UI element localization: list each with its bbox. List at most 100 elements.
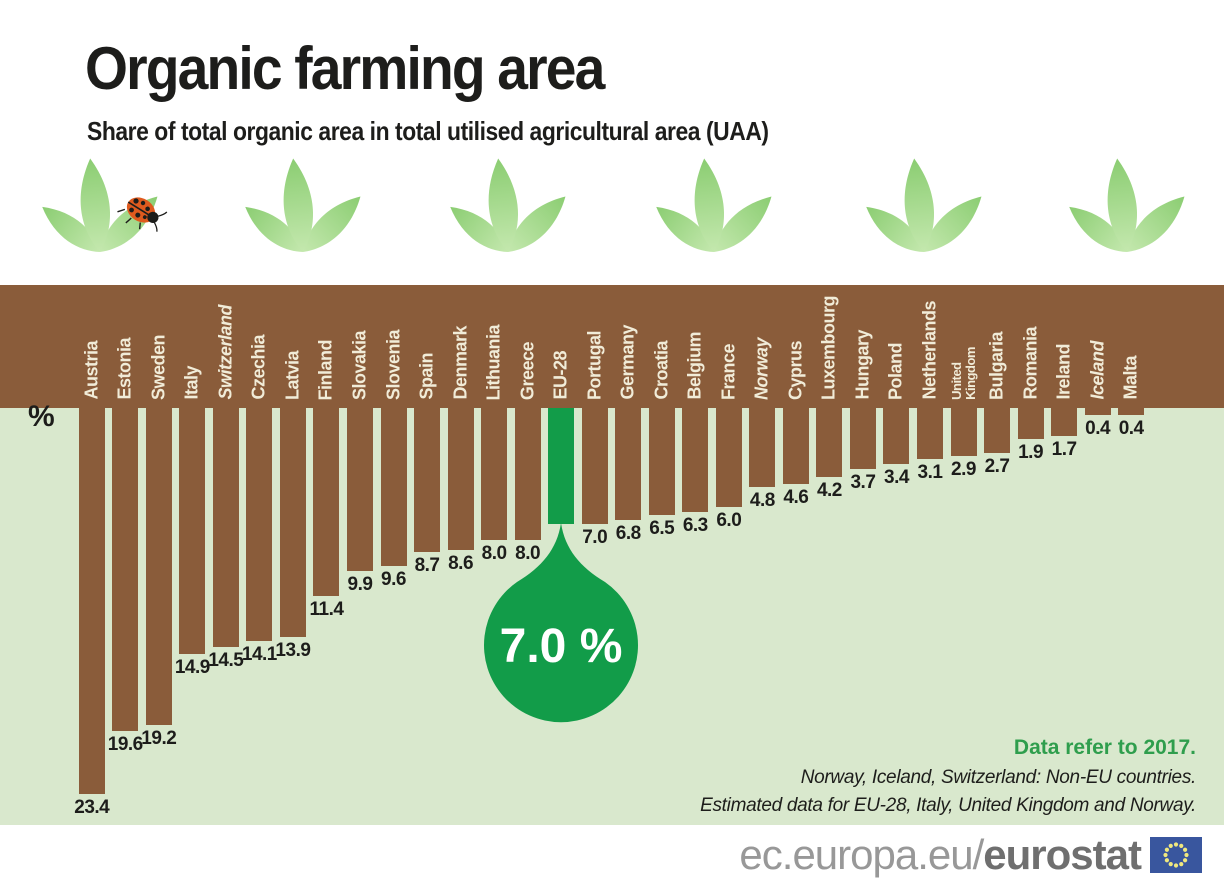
bar — [212, 408, 239, 648]
value-label: 9.9 — [347, 574, 373, 596]
value-label: 6.0 — [716, 510, 742, 531]
chart-column: Sweden 19.2 — [141, 285, 177, 825]
value-label: 14.1 — [241, 643, 277, 665]
country-label: Belgium — [684, 332, 705, 400]
chart-column: Germany 6.8 — [611, 285, 645, 825]
value-label: 8.6 — [448, 552, 474, 574]
country-label: Czechia — [248, 335, 269, 400]
value-label: 4.8 — [749, 490, 775, 512]
chart-column: Estonia 19.6 — [108, 285, 143, 825]
country-label: Poland — [885, 342, 906, 400]
page-subtitle: Share of total organic area in total uti… — [87, 116, 769, 146]
unit-label: % — [28, 400, 55, 433]
country-label: Spain — [416, 353, 437, 400]
chart-column: Lithuania 8.0 — [477, 285, 511, 825]
country-label: EU-28 — [550, 351, 571, 400]
value-label: 6.3 — [682, 514, 708, 536]
chart-column: United Kingdom 2.9 — [947, 285, 981, 825]
eu28-callout-value: 7.0 % — [500, 620, 623, 673]
chart-column: Latvia 13.9 — [275, 285, 310, 825]
chart-column: Bulgaria 2.7 — [980, 285, 1014, 825]
bar — [514, 408, 541, 540]
value-label: 3.4 — [884, 467, 909, 489]
value-label: 4.2 — [816, 480, 842, 502]
country-label: Italy — [181, 366, 202, 400]
chart-column: Czechia 14.1 — [241, 285, 277, 825]
country-label: Germany — [617, 325, 638, 400]
value-label: 19.2 — [141, 727, 177, 749]
bar — [615, 408, 642, 521]
bar — [950, 408, 977, 456]
chart-column: Norway 4.8 — [746, 285, 780, 825]
eu28-callout-balloon: 7.0 % — [484, 523, 638, 723]
ladybug-icon — [117, 197, 168, 232]
chart-column: Portugal 7.0 — [578, 285, 612, 825]
country-label: Iceland — [1087, 341, 1108, 400]
bar — [112, 408, 139, 732]
value-label: 6.5 — [649, 518, 675, 540]
bar-highlight — [548, 408, 575, 524]
bar — [648, 408, 675, 516]
bar — [78, 408, 105, 795]
bar — [749, 408, 776, 488]
bar — [917, 408, 943, 460]
chart-column: Luxembourg 4.2 — [813, 285, 847, 825]
soil-band — [0, 285, 1224, 408]
note-estimated: Estimated data for EU-28, Italy, United … — [700, 795, 1196, 816]
country-label: Croatia — [651, 341, 672, 400]
value-label: 6.8 — [615, 523, 641, 545]
chart-column: Switzerland 14.5 — [208, 285, 243, 825]
chart-column: Hungary 3.7 — [846, 285, 880, 825]
country-label: United Kingdom — [948, 347, 978, 400]
chart-column: Iceland 0.4 — [1081, 285, 1115, 825]
country-label: Slovakia — [349, 330, 370, 400]
country-label: Slovenia — [383, 329, 404, 400]
chart-column: Italy 14.9 — [175, 285, 210, 825]
chart-column: EU-28 — [544, 285, 578, 825]
country-label: Ireland — [1053, 344, 1074, 400]
country-label: Netherlands — [919, 301, 940, 400]
chart-column: Slovakia 9.9 — [343, 285, 377, 825]
chart-column: Greece 8.0 — [511, 285, 545, 825]
value-label: 1.7 — [1051, 439, 1077, 461]
bar — [1051, 408, 1078, 437]
country-label: Switzerland — [215, 305, 236, 400]
chart-column: Malta 0.4 — [1114, 285, 1148, 825]
bar — [1084, 408, 1111, 415]
grass-strip — [0, 150, 1224, 286]
value-label: 0.4 — [1118, 417, 1144, 439]
page-title: Organic farming area — [85, 35, 605, 102]
value-label: 3.1 — [917, 462, 943, 484]
value-label: 3.7 — [850, 472, 876, 494]
url-eurostat: eurostat — [983, 831, 1142, 878]
chart-column: Netherlands 3.1 — [913, 285, 947, 825]
chart-column: Romania 1.9 — [1014, 285, 1048, 825]
country-label: Portugal — [584, 330, 605, 400]
chart-column: Spain 8.7 — [410, 285, 444, 825]
bar — [1118, 408, 1145, 415]
country-label: Cyprus — [785, 340, 806, 400]
chart-column: Croatia 6.5 — [645, 285, 679, 825]
value-label: 2.9 — [951, 458, 976, 480]
country-label: Romania — [1020, 327, 1041, 400]
eurostat-url: ec.europa.eu/eurostat — [739, 831, 1142, 879]
country-label: Sweden — [148, 334, 169, 400]
value-label: 11.4 — [309, 599, 344, 621]
chart-column: Finland 11.4 — [309, 285, 344, 825]
chart-column: Cyprus 4.6 — [779, 285, 813, 825]
country-label: France — [718, 343, 739, 400]
value-label: 8.7 — [414, 554, 440, 576]
value-label: 4.6 — [783, 486, 809, 508]
country-label: Latvia — [282, 350, 303, 400]
chart-column: Poland 3.4 — [880, 285, 914, 825]
country-label: Finland — [315, 339, 336, 401]
bar — [1017, 408, 1044, 440]
bar — [279, 408, 306, 638]
bar — [481, 408, 508, 540]
note-non-eu: Norway, Iceland, Switzerland: Non-EU cou… — [800, 767, 1197, 788]
country-label: Estonia — [114, 338, 135, 400]
bar — [380, 408, 407, 567]
notes-block: Data refer to 2017. Norway, Iceland, Swi… — [700, 736, 1196, 823]
eu-flag-icon — [1150, 837, 1202, 873]
bar — [346, 408, 373, 572]
